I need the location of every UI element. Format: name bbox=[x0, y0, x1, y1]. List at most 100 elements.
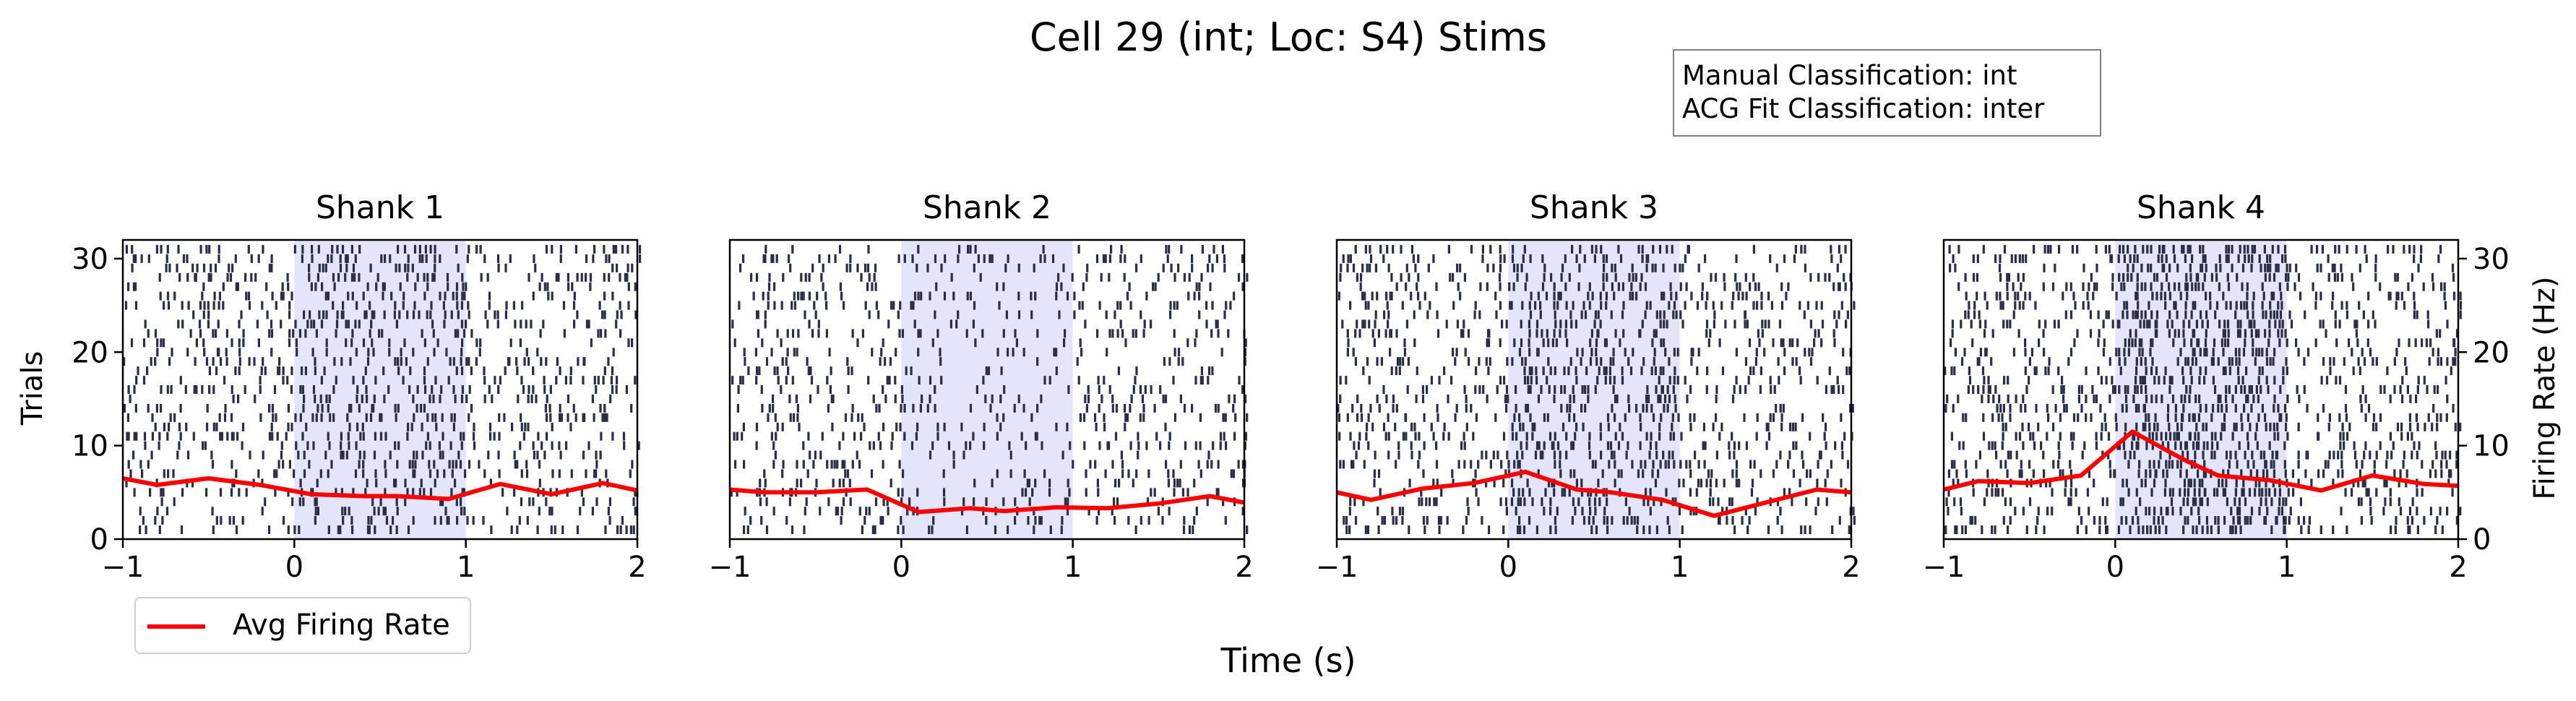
spike-tick bbox=[1386, 244, 1389, 254]
spike-tick bbox=[1999, 460, 2002, 469]
spike-tick bbox=[2436, 413, 2439, 422]
spike-tick bbox=[1570, 441, 1573, 450]
spike-tick bbox=[1002, 413, 1005, 422]
spike-tick bbox=[156, 507, 159, 516]
spike-tick bbox=[278, 357, 281, 366]
spike-tick bbox=[181, 488, 184, 497]
spike-tick bbox=[340, 310, 343, 319]
spike-tick bbox=[2348, 338, 2351, 348]
spike-tick bbox=[2328, 450, 2331, 460]
spike-tick bbox=[969, 244, 972, 254]
spike-tick bbox=[2395, 291, 2398, 301]
spike-tick bbox=[444, 291, 447, 301]
spike-tick bbox=[2255, 422, 2258, 431]
spike-tick bbox=[389, 254, 392, 263]
spike-tick bbox=[887, 319, 890, 329]
spike-tick bbox=[142, 376, 146, 385]
spike-tick bbox=[2190, 376, 2193, 385]
spike-tick bbox=[2176, 357, 2179, 366]
spike-tick bbox=[397, 403, 400, 413]
spike-tick bbox=[1973, 301, 1976, 310]
spike-tick bbox=[785, 516, 788, 525]
spike-tick bbox=[626, 263, 629, 272]
spike-tick bbox=[1840, 254, 1843, 263]
spike-tick bbox=[455, 366, 458, 376]
spike-tick bbox=[1155, 431, 1158, 441]
spike-tick bbox=[602, 376, 605, 385]
spike-tick bbox=[277, 460, 280, 469]
spike-tick bbox=[1436, 478, 1439, 488]
spike-tick bbox=[1198, 282, 1201, 291]
spike-tick bbox=[2168, 385, 2171, 394]
spike-tick bbox=[134, 301, 138, 310]
spike-tick bbox=[2425, 338, 2428, 348]
spike-tick bbox=[520, 413, 522, 422]
spike-tick bbox=[1612, 357, 1615, 366]
spike-tick bbox=[2150, 244, 2153, 254]
spike-tick bbox=[2273, 394, 2276, 403]
spike-tick bbox=[527, 272, 530, 282]
spike-tick bbox=[2231, 394, 2234, 403]
spike-tick bbox=[2353, 450, 2357, 460]
spike-tick bbox=[2341, 469, 2344, 478]
spike-tick bbox=[318, 310, 321, 319]
spike-tick bbox=[1657, 394, 1660, 403]
spike-tick bbox=[1085, 488, 1087, 497]
spike-tick bbox=[395, 413, 397, 422]
spike-tick bbox=[1547, 338, 1550, 348]
spike-tick bbox=[1113, 497, 1116, 507]
spike-tick bbox=[1211, 263, 1214, 272]
spike-tick bbox=[1100, 394, 1103, 403]
spike-tick bbox=[2344, 488, 2347, 497]
spike-tick bbox=[160, 338, 163, 348]
spike-tick bbox=[2367, 488, 2370, 497]
spike-tick bbox=[2263, 244, 2266, 254]
spike-tick bbox=[2254, 357, 2257, 366]
spike-tick bbox=[1769, 413, 1772, 422]
spike-tick bbox=[1222, 497, 1225, 507]
spike-tick bbox=[1502, 431, 1506, 441]
spike-tick bbox=[947, 441, 951, 450]
spike-tick bbox=[1840, 478, 1843, 488]
spike-tick bbox=[2358, 301, 2361, 310]
spike-tick bbox=[1739, 282, 1741, 291]
spike-tick bbox=[1345, 376, 1348, 385]
spike-tick bbox=[1168, 357, 1171, 366]
spike-tick bbox=[1014, 497, 1017, 507]
spike-tick bbox=[2258, 254, 2261, 263]
spike-tick bbox=[621, 516, 624, 525]
spike-tick bbox=[1851, 403, 1854, 413]
spike-tick bbox=[454, 329, 457, 338]
spike-tick bbox=[2205, 403, 2207, 413]
spike-tick bbox=[546, 413, 548, 422]
spike-tick bbox=[1217, 460, 1220, 469]
spike-tick bbox=[1741, 516, 1744, 525]
spike-tick bbox=[2408, 413, 2411, 422]
spike-tick bbox=[2164, 301, 2167, 310]
spike-tick bbox=[1413, 338, 1416, 348]
spike-tick bbox=[468, 460, 471, 469]
spike-tick bbox=[1588, 301, 1591, 310]
spike-tick bbox=[273, 469, 276, 478]
spike-tick bbox=[1510, 497, 1514, 507]
spike-tick bbox=[285, 431, 288, 441]
spike-tick bbox=[1073, 310, 1076, 319]
spike-tick bbox=[2254, 329, 2257, 338]
spike-tick bbox=[1611, 516, 1614, 525]
spike-tick bbox=[342, 301, 345, 310]
spike-tick bbox=[1686, 394, 1689, 403]
spike-tick bbox=[1775, 263, 1778, 272]
spike-tick bbox=[903, 403, 906, 413]
spike-tick bbox=[2150, 263, 2153, 272]
spike-tick bbox=[611, 263, 614, 272]
spike-tick bbox=[1668, 394, 1671, 403]
spike-tick bbox=[473, 431, 475, 441]
spike-tick bbox=[496, 254, 500, 263]
spike-tick bbox=[460, 357, 462, 366]
spike-tick bbox=[1194, 338, 1197, 348]
spike-tick bbox=[2095, 394, 2098, 403]
spike-tick bbox=[2249, 516, 2252, 525]
spike-tick bbox=[1168, 507, 1171, 516]
spike-tick bbox=[2205, 422, 2208, 431]
spike-tick bbox=[1994, 488, 1997, 497]
